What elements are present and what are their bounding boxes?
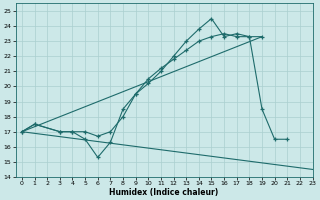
X-axis label: Humidex (Indice chaleur): Humidex (Indice chaleur) (109, 188, 219, 197)
